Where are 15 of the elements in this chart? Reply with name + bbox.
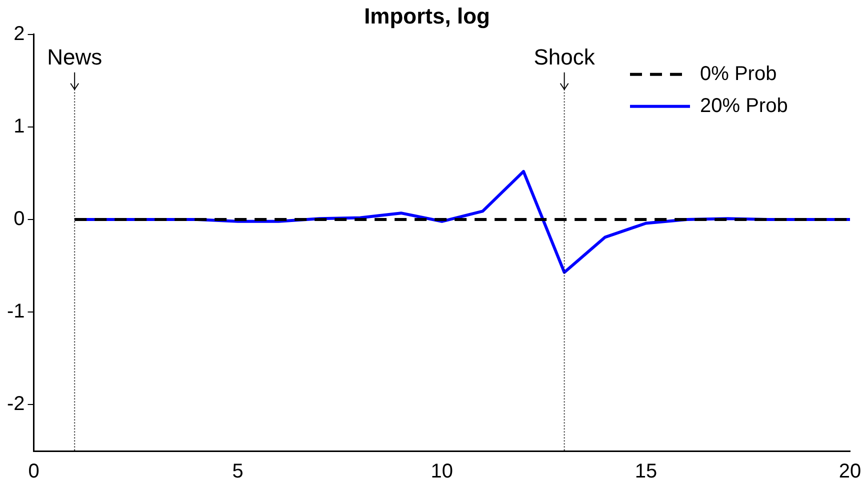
y-tick-label: -2 xyxy=(6,393,25,416)
x-tick-label: 20 xyxy=(838,460,862,483)
ref-line-label: News xyxy=(47,44,102,70)
y-tick-label: 2 xyxy=(14,22,25,45)
x-tick-label: 10 xyxy=(430,460,454,483)
x-tick-label: 15 xyxy=(634,460,658,483)
x-tick-label: 5 xyxy=(232,460,244,483)
legend-label: 20% Prob xyxy=(700,94,788,117)
chart-title: Imports, log xyxy=(364,3,490,28)
x-tick-label: 0 xyxy=(28,460,40,483)
y-tick-label: -1 xyxy=(6,300,25,323)
y-tick-label: 0 xyxy=(14,208,25,230)
y-tick-label: 1 xyxy=(14,115,25,138)
legend-label: 0% Prob xyxy=(700,62,777,85)
ref-line-label: Shock xyxy=(534,44,596,70)
